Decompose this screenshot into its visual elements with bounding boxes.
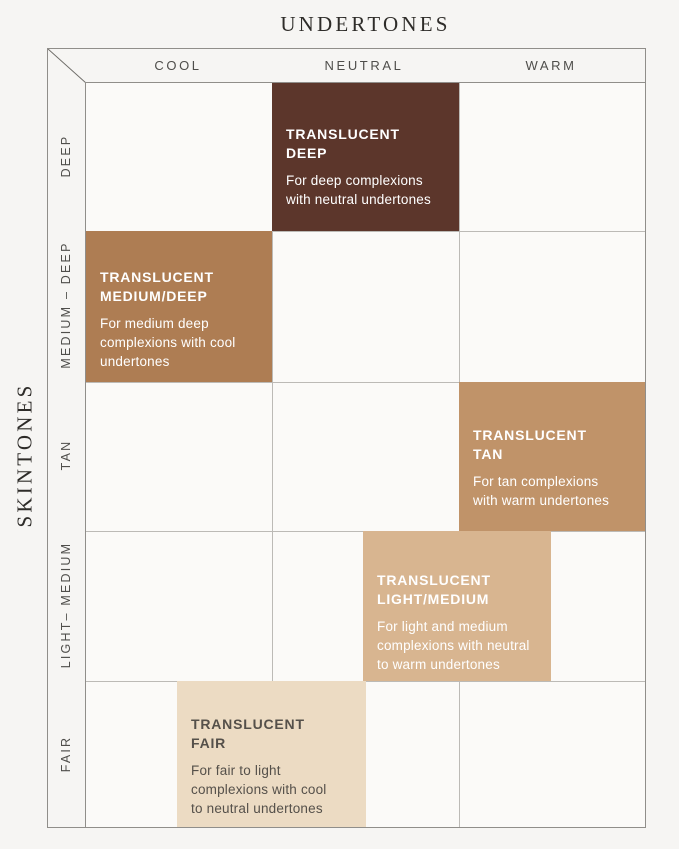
product-description: For tan complexions with warm undertones [473, 474, 610, 508]
product-description: For medium deep complexions with cool un… [100, 316, 236, 369]
grid-line-horizontal-2 [86, 382, 645, 383]
row-label-tan: TAN [59, 439, 73, 471]
product-description: For light and medium complexions with ne… [377, 619, 530, 672]
product-description: For fair to light complexions with cool … [191, 763, 327, 816]
product-cell-translucent-tan: TRANSLUCENT TAN For tan complexions with… [459, 382, 645, 531]
product-cell-translucent-light-medium: TRANSLUCENT LIGHT/MEDIUM For light and m… [363, 531, 551, 681]
column-header-warm: WARM [525, 58, 577, 73]
skintones-axis-title: SKINTONES [12, 382, 37, 528]
row-label-medium-deep: MEDIUM – DEEP [59, 241, 73, 369]
matrix-table: COOL NEUTRAL WARM DEEP MEDIUM – DEEP TAN… [47, 48, 646, 828]
grid-line-vertical-1 [272, 83, 273, 827]
product-name: TRANSLUCENT LIGHT/MEDIUM [377, 572, 491, 607]
row-label-deep: DEEP [59, 134, 73, 178]
grid-line-horizontal-1 [86, 231, 645, 232]
product-cell-translucent-medium-deep: TRANSLUCENT MEDIUM/DEEP For medium deep … [86, 231, 272, 382]
undertones-axis-title: UNDERTONES [280, 12, 451, 36]
product-name: TRANSLUCENT TAN [473, 427, 587, 462]
product-cell-translucent-deep: TRANSLUCENT DEEP For deep complexions wi… [272, 83, 459, 231]
matrix-grid: TRANSLUCENT DEEP For deep complexions wi… [85, 82, 645, 827]
column-header-neutral: NEUTRAL [324, 58, 404, 73]
product-name: TRANSLUCENT DEEP [286, 126, 400, 161]
product-name: TRANSLUCENT FAIR [191, 716, 305, 751]
product-description: For deep complexions with neutral undert… [286, 173, 431, 207]
row-label-fair: FAIR [59, 735, 73, 773]
product-name: TRANSLUCENT MEDIUM/DEEP [100, 269, 214, 304]
corner-diagonal-line [48, 49, 86, 83]
row-label-light-medium: LIGHT– MEDIUM [59, 541, 73, 669]
product-cell-translucent-fair: TRANSLUCENT FAIR For fair to light compl… [177, 681, 366, 827]
column-header-cool: COOL [154, 58, 202, 73]
